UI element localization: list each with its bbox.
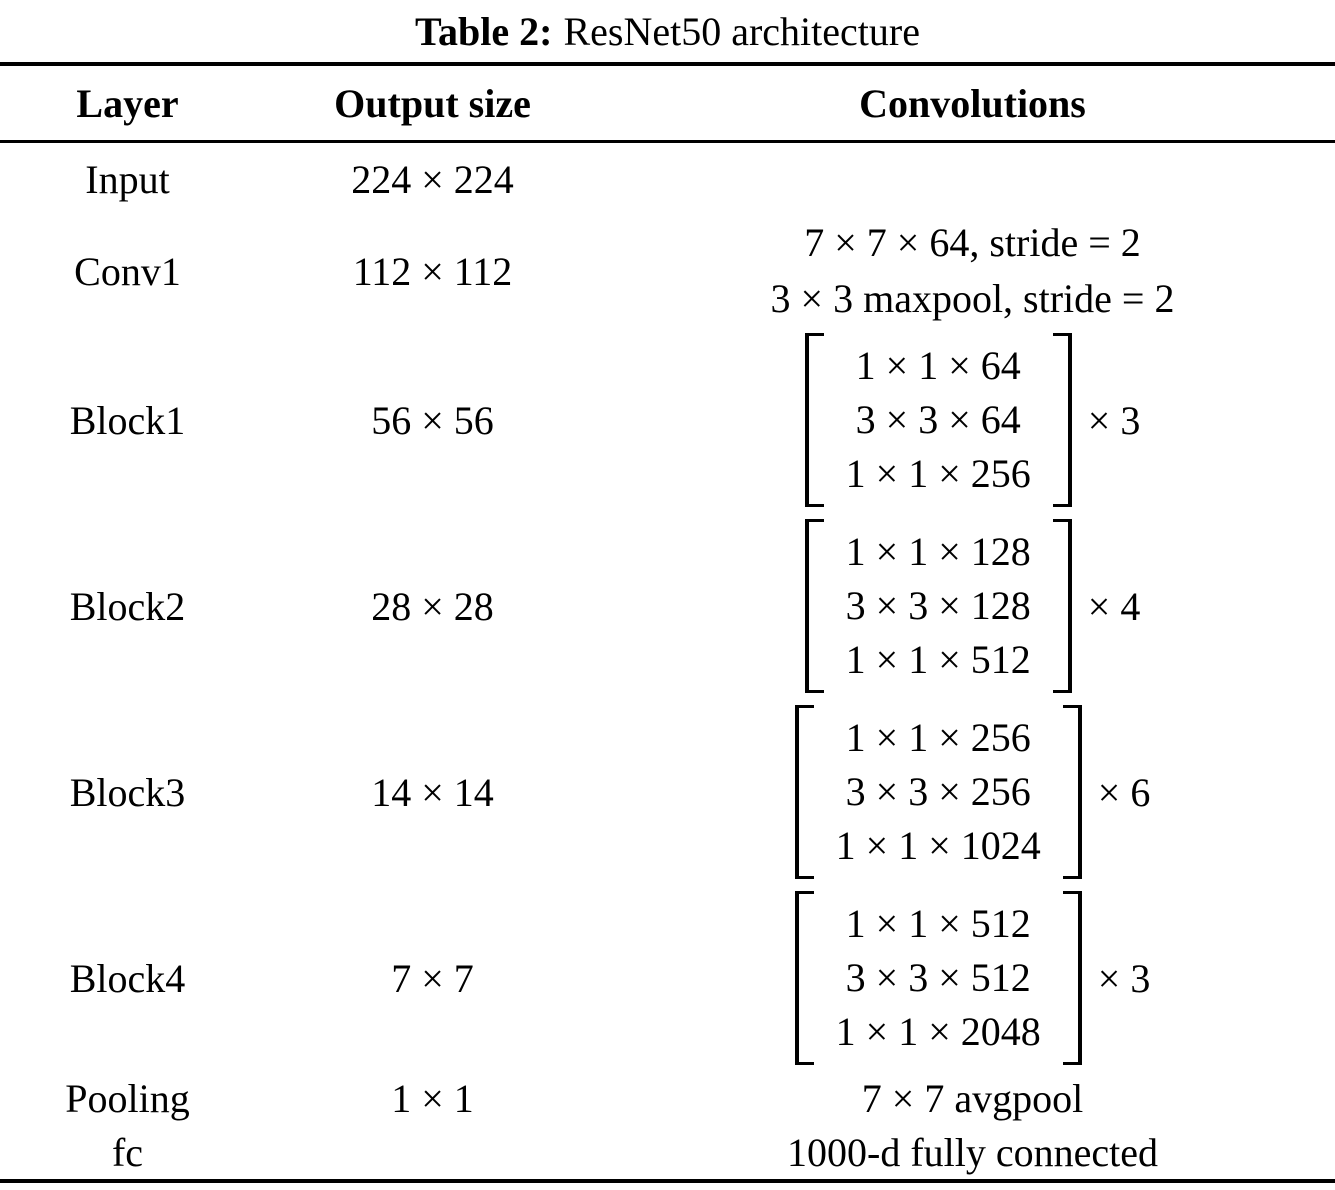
right-bracket xyxy=(1052,519,1072,693)
table-row-block3: Block3 14 × 14 1 × 1 × 256 3 × 3 × 256 1… xyxy=(0,699,1335,885)
table-row-fc: fc 1000-d fully connected xyxy=(0,1125,1335,1179)
conv-cell: 7 × 7 × 64, stride = 2 3 × 3 maxpool, st… xyxy=(610,215,1335,327)
table-row-block1: Block1 56 × 56 1 × 1 × 64 3 × 3 × 64 1 ×… xyxy=(0,327,1335,513)
conv-cell: 1 × 1 × 256 3 × 3 × 256 1 × 1 × 1024 × 6 xyxy=(610,705,1335,879)
conv-bracket-group: 1 × 1 × 64 3 × 3 × 64 1 × 1 × 256 × 3 xyxy=(804,333,1141,507)
header-layer: Layer xyxy=(76,80,179,126)
block-multiplier: × 4 xyxy=(1087,583,1141,629)
matrix-line: 1 × 1 × 256 xyxy=(845,715,1031,760)
table-row-input: Input 224 × 224 xyxy=(0,143,1335,215)
header-output-size: Output size xyxy=(334,80,531,126)
header-rule xyxy=(0,140,1335,143)
layer-cell: Block3 xyxy=(69,769,186,815)
matrix-line: 1 × 1 × 2048 xyxy=(835,1009,1041,1054)
table-caption: Table 2: ResNet50 architecture xyxy=(0,0,1335,62)
conv-line: 3 × 3 maxpool, stride = 2 xyxy=(770,276,1175,321)
table-caption-text: ResNet50 architecture xyxy=(563,8,920,54)
conv-cell: 7 × 7 avgpool xyxy=(861,1075,1084,1121)
layer-cell: Input xyxy=(85,156,170,202)
table-row-block4: Block4 7 × 7 1 × 1 × 512 3 × 3 × 512 1 ×… xyxy=(0,885,1335,1071)
output-cell: 28 × 28 xyxy=(371,583,494,629)
matrix-line: 1 × 1 × 512 xyxy=(845,637,1031,682)
matrix-line: 1 × 1 × 512 xyxy=(845,901,1031,946)
output-cell: 7 × 7 xyxy=(391,955,474,1001)
bottom-rule xyxy=(0,1179,1335,1183)
conv-bracket-group: 1 × 1 × 128 3 × 3 × 128 1 × 1 × 512 × 4 xyxy=(804,519,1141,693)
conv-matrix: 1 × 1 × 256 3 × 3 × 256 1 × 1 × 1024 xyxy=(814,705,1063,879)
conv-cell: 1 × 1 × 128 3 × 3 × 128 1 × 1 × 512 × 4 xyxy=(610,519,1335,693)
right-bracket xyxy=(1062,705,1082,879)
conv-bracket-group: 1 × 1 × 256 3 × 3 × 256 1 × 1 × 1024 × 6 xyxy=(794,705,1151,879)
layer-cell: Conv1 xyxy=(74,248,181,294)
matrix-line: 1 × 1 × 128 xyxy=(845,529,1031,574)
output-cell: 14 × 14 xyxy=(371,769,494,815)
output-cell: 1 × 1 xyxy=(391,1075,474,1121)
right-bracket xyxy=(1062,891,1082,1065)
table-caption-label: Table 2: xyxy=(415,8,553,54)
top-rule xyxy=(0,62,1335,66)
block-multiplier: × 3 xyxy=(1087,397,1141,443)
conv-line: 7 × 7 × 64, stride = 2 xyxy=(804,220,1141,265)
conv-cell: 1000-d fully connected xyxy=(787,1129,1158,1175)
output-cell: 56 × 56 xyxy=(371,397,494,443)
matrix-line: 3 × 3 × 512 xyxy=(845,955,1031,1000)
conv-bracket-group: 1 × 1 × 512 3 × 3 × 512 1 × 1 × 2048 × 3 xyxy=(794,891,1151,1065)
left-bracket xyxy=(804,333,824,507)
table-header-row: Layer Output size Convolutions xyxy=(0,66,1335,140)
layer-cell: Block4 xyxy=(69,955,186,1001)
layer-cell: Block1 xyxy=(69,397,186,443)
conv-matrix: 1 × 1 × 512 3 × 3 × 512 1 × 1 × 2048 xyxy=(814,891,1063,1065)
block-multiplier: × 3 xyxy=(1097,955,1151,1001)
left-bracket xyxy=(794,705,814,879)
table-row-pooling: Pooling 1 × 1 7 × 7 avgpool xyxy=(0,1071,1335,1125)
conv-cell: 1 × 1 × 512 3 × 3 × 512 1 × 1 × 2048 × 3 xyxy=(610,891,1335,1065)
conv-matrix: 1 × 1 × 64 3 × 3 × 64 1 × 1 × 256 xyxy=(824,333,1053,507)
matrix-line: 1 × 1 × 1024 xyxy=(835,823,1041,868)
header-convolutions: Convolutions xyxy=(859,80,1086,126)
matrix-line: 1 × 1 × 256 xyxy=(845,451,1031,496)
table-row-conv1: Conv1 112 × 112 7 × 7 × 64, stride = 2 3… xyxy=(0,215,1335,327)
left-bracket xyxy=(794,891,814,1065)
matrix-line: 1 × 1 × 64 xyxy=(855,343,1021,388)
output-cell: 112 × 112 xyxy=(352,248,513,294)
layer-cell: Block2 xyxy=(69,583,186,629)
block-multiplier: × 6 xyxy=(1097,769,1151,815)
conv-cell: 1 × 1 × 64 3 × 3 × 64 1 × 1 × 256 × 3 xyxy=(610,333,1335,507)
matrix-line: 3 × 3 × 256 xyxy=(845,769,1031,814)
right-bracket xyxy=(1052,333,1072,507)
layer-cell: Pooling xyxy=(65,1075,190,1121)
conv-matrix: 1 × 1 × 128 3 × 3 × 128 1 × 1 × 512 xyxy=(824,519,1053,693)
output-cell: 224 × 224 xyxy=(351,156,514,202)
left-bracket xyxy=(804,519,824,693)
layer-cell: fc xyxy=(111,1129,144,1175)
table-row-block2: Block2 28 × 28 1 × 1 × 128 3 × 3 × 128 1… xyxy=(0,513,1335,699)
matrix-line: 3 × 3 × 64 xyxy=(855,397,1021,442)
matrix-line: 3 × 3 × 128 xyxy=(845,583,1031,628)
